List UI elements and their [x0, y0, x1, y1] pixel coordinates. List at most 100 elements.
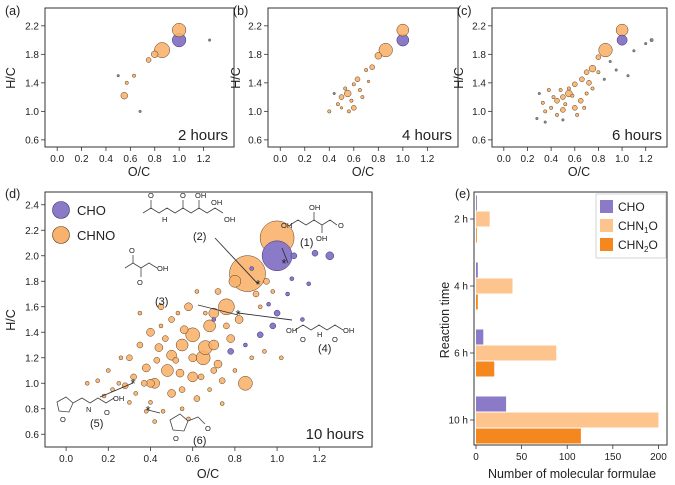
- mol2-nh: H: [162, 215, 167, 224]
- data-point: [289, 276, 295, 281]
- data-point: [285, 291, 290, 297]
- data-point: [346, 109, 351, 114]
- data-point: [339, 106, 344, 110]
- x-tick-label: 0.8: [591, 154, 605, 165]
- data-point: [188, 353, 197, 363]
- y-tick-label: 6 h: [454, 349, 468, 360]
- x-tick-label: 1.0: [396, 154, 410, 165]
- legend-e-chn1o: CHN1O: [618, 219, 658, 235]
- data-point: [213, 359, 223, 369]
- y-tick-label: 1.8: [248, 50, 262, 61]
- x-tick-label: 50: [516, 452, 528, 463]
- panel-d-ticks: 0.0 0.2 0.4 0.6 0.8 1.0 1.2 0.6 0.8 1.0 1.2 1.4 1.6 1…: [25, 200, 327, 465]
- data-point: [161, 364, 174, 377]
- panel-e-xlabel: Number of molecular formulae: [488, 467, 656, 481]
- panel-b: (b) 0.0 0.2 0.4 0.6 0.8 1.0 1.2 0.6 1.0 1.4 1.8 2.2…: [229, 4, 459, 179]
- bar-chn1o-4h: [476, 278, 513, 294]
- panel-a-time: 2 hours: [178, 127, 228, 144]
- y-tick-label: 1.8: [25, 50, 39, 61]
- data-point: [144, 409, 149, 414]
- panel-a-points: [116, 23, 212, 113]
- data-point: [644, 42, 648, 46]
- x-tick-label: 0.0: [497, 154, 511, 165]
- y-tick-label: 1.0: [472, 107, 486, 118]
- data-point: [570, 93, 575, 98]
- data-point: [218, 377, 226, 384]
- data-point: [614, 68, 618, 72]
- leader-5: [99, 382, 134, 398]
- data-point: [364, 68, 369, 72]
- panel-d-legend: CHO CHNO: [52, 201, 115, 244]
- data-point: [598, 43, 613, 58]
- data-point: [172, 357, 180, 364]
- data-point: [210, 367, 218, 374]
- data-point: [349, 98, 354, 103]
- data-point: [127, 400, 132, 405]
- data-point: [223, 322, 230, 330]
- bar-chn1o-2h: [476, 211, 490, 227]
- annotation-3: (3): [155, 296, 168, 308]
- legend-e-chn2o-swatch: [600, 238, 613, 251]
- data-point: [306, 281, 311, 287]
- data-point: [157, 303, 165, 311]
- data-point: [137, 310, 143, 316]
- x-tick-label: 200: [650, 452, 667, 463]
- data-point: [344, 89, 352, 98]
- data-point: [351, 105, 357, 111]
- data-point: [262, 349, 267, 354]
- data-point: [167, 389, 176, 398]
- panel-a-ticks: 0.0 0.2 0.4 0.6 0.8 1.0 1.2 0.6 1.0 1.4 1.8 2.2: [25, 21, 211, 165]
- panel-d-frame: [44, 191, 373, 448]
- panel-c: (c) 0.0 0.2 0.4 0.6 0.8 1.0 1.2 0.6 1.0 1.4 1.8 2.2…: [452, 4, 668, 179]
- mol2-chain: [142, 207, 224, 214]
- data-point: [572, 105, 578, 111]
- x-tick-label: 0.2: [521, 154, 535, 165]
- data-point: [572, 81, 578, 88]
- data-point: [596, 70, 601, 75]
- data-point: [219, 401, 225, 406]
- annotation-1: (1): [300, 237, 313, 249]
- mol2-oh1: OH: [195, 191, 206, 200]
- data-point: [546, 88, 551, 92]
- panel-e-legend: CHO CHN1O CHN2O: [595, 193, 667, 259]
- data-point: [577, 97, 584, 104]
- asterisk-6: *: [145, 403, 150, 418]
- molecule-3-structure: O O OH: [124, 246, 168, 287]
- legend-cho-marker: [52, 201, 70, 219]
- data-point: [243, 342, 248, 348]
- panel-e: (e) 0 50 100 150 200 2 h 4 h 6 h 10 h Number of …: [438, 187, 668, 481]
- x-tick-label: 0.6: [347, 154, 361, 165]
- data-point: [138, 109, 142, 113]
- data-point: [584, 91, 589, 96]
- data-point: [279, 355, 284, 361]
- mol4-oh-right: OH: [343, 326, 354, 335]
- molecule-5-structure: O N O OH: [56, 394, 124, 424]
- data-point: [116, 381, 122, 386]
- panel-c-ticks: 0.0 0.2 0.4 0.6 0.8 1.0 1.2 0.6 1.0 1.4 1.8 2.2: [472, 21, 653, 165]
- data-point: [560, 107, 566, 113]
- data-point: [551, 95, 556, 100]
- annotation-2: (2): [193, 231, 206, 243]
- data-point: [132, 73, 136, 78]
- x-tick-label: 1.0: [172, 154, 186, 165]
- data-point: [608, 60, 612, 64]
- legend-chno-marker: [52, 226, 70, 244]
- y-tick-label: 2.4: [25, 200, 39, 211]
- data-point: [263, 278, 270, 285]
- data-point: [270, 289, 276, 294]
- data-point: [185, 327, 200, 343]
- data-point: [207, 387, 212, 392]
- panel-c-ylabel: H/C: [452, 67, 466, 89]
- data-point: [193, 395, 201, 402]
- panel-e-bars: [476, 195, 659, 444]
- panel-e-ylabel: Reaction time: [438, 282, 452, 358]
- data-point: [632, 49, 636, 53]
- panel-b-ticks: 0.0 0.2 0.4 0.6 0.8 1.0 1.2 0.6 1.0 1.4 1.8 2.2: [248, 21, 435, 165]
- asterisk-markers: * * * * *: [130, 256, 286, 418]
- asterisk-5: *: [130, 376, 135, 391]
- mol6-aldehyde: [187, 416, 206, 425]
- panel-e-label: (e): [455, 187, 470, 201]
- x-tick-label: 0.8: [228, 454, 242, 465]
- mol3-o1: O: [129, 246, 135, 255]
